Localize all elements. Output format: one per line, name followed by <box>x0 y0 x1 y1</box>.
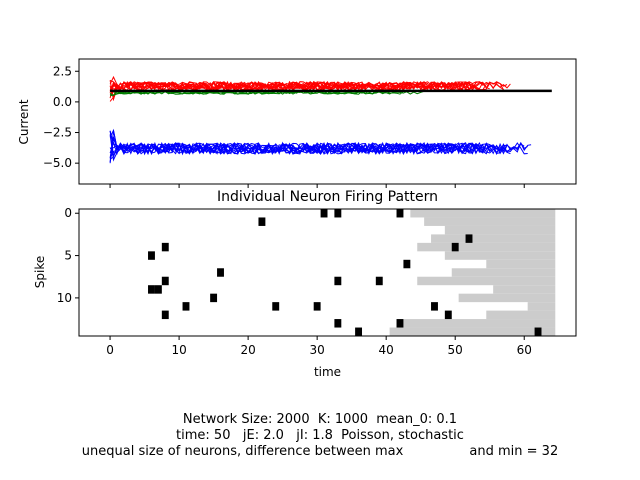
raster-y-tick-label: 5 <box>64 249 72 263</box>
spike-marker <box>148 285 155 294</box>
spike-marker <box>258 217 266 226</box>
raster-y-tick-label: 0 <box>64 206 72 220</box>
spike-marker <box>396 319 404 328</box>
spike-marker <box>444 310 452 320</box>
spike-marker <box>161 242 169 252</box>
inactive-region <box>403 319 556 328</box>
current-traces <box>109 75 552 164</box>
spike-marker <box>217 268 224 277</box>
raster-x-ticks: 0 10 20 30 40 50 60 <box>106 336 532 357</box>
inactive-region <box>527 302 556 311</box>
inactive-region <box>389 327 556 336</box>
raster-y-tick-label: 10 <box>57 291 72 305</box>
inactive-region <box>431 234 556 243</box>
spike-marker <box>403 259 411 269</box>
spike-marker <box>334 319 342 328</box>
spike-marker <box>334 209 342 218</box>
current-trace-line <box>109 81 504 93</box>
caption-line-3: unequal size of neurons, difference betw… <box>81 444 559 459</box>
spike-marker <box>334 276 342 286</box>
raster-x-axis-label: time <box>314 365 341 379</box>
spike-markers <box>148 209 542 336</box>
spike-marker <box>534 327 542 336</box>
current-trace-line <box>109 80 470 102</box>
current-y-tick-label: −5.0 <box>43 156 72 170</box>
raster-y-ticks: 0 5 10 <box>57 206 79 305</box>
current-plot-frame <box>78 58 577 185</box>
spike-marker <box>148 251 155 260</box>
spike-marker <box>313 302 321 311</box>
current-trace-line <box>109 141 484 156</box>
inactive-region <box>424 217 556 226</box>
current-y-tick-label: 2.5 <box>53 64 72 78</box>
inactive-region <box>493 285 556 294</box>
spike-marker <box>210 293 218 303</box>
raster-plot-frame <box>78 208 577 337</box>
current-trace-line <box>109 90 390 97</box>
caption-line-1: Network Size: 2000 K: 1000 mean_0: 0.1 <box>182 412 458 427</box>
raster-x-tick-label: 0 <box>106 343 114 357</box>
spike-marker <box>320 209 328 218</box>
spike-marker <box>182 302 190 311</box>
raster-x-tick-label: 10 <box>171 343 186 357</box>
current-y-axis-label: Current <box>17 99 31 144</box>
raster-panel: Individual Neuron Firing Pattern 0 10 20 30… <box>33 189 577 379</box>
current-x-ticks <box>109 184 525 188</box>
spike-marker <box>375 276 383 286</box>
spike-marker <box>431 302 438 311</box>
current-y-tick-label: −2.5 <box>43 126 72 140</box>
spike-marker <box>355 327 363 336</box>
raster-x-tick-label: 30 <box>310 343 325 357</box>
spike-marker <box>161 276 169 286</box>
current-panel: 2.5 0.0 −2.5 −5.0 Current <box>17 58 577 188</box>
inactive-regions <box>389 209 556 336</box>
spike-marker <box>451 242 459 252</box>
raster-x-tick-label: 60 <box>517 343 532 357</box>
inactive-region <box>417 276 556 286</box>
inactive-region <box>486 259 556 269</box>
inactive-region <box>410 209 556 218</box>
spike-marker <box>161 310 169 320</box>
spike-marker <box>396 209 404 218</box>
inactive-region <box>458 293 556 303</box>
inactive-region <box>417 242 556 252</box>
raster-y-axis-label: Spike <box>33 256 47 288</box>
raster-x-tick-label: 40 <box>379 343 394 357</box>
inactive-region <box>486 310 556 320</box>
inactive-region <box>444 251 556 260</box>
caption-line-2: time: 50 jE: 2.0 jI: 1.8 Poisson, stocha… <box>176 428 464 443</box>
current-y-tick-label: 0.0 <box>53 95 72 109</box>
inactive-region <box>451 268 556 277</box>
raster-x-tick-label: 20 <box>240 343 255 357</box>
raster-x-tick-label: 50 <box>448 343 463 357</box>
inactive-region <box>444 225 556 235</box>
raster-title: Individual Neuron Firing Pattern <box>217 189 438 205</box>
spike-marker <box>272 302 280 311</box>
spike-marker <box>465 234 473 243</box>
spike-marker <box>154 285 162 294</box>
current-y-ticks: 2.5 0.0 −2.5 −5.0 <box>43 64 79 170</box>
